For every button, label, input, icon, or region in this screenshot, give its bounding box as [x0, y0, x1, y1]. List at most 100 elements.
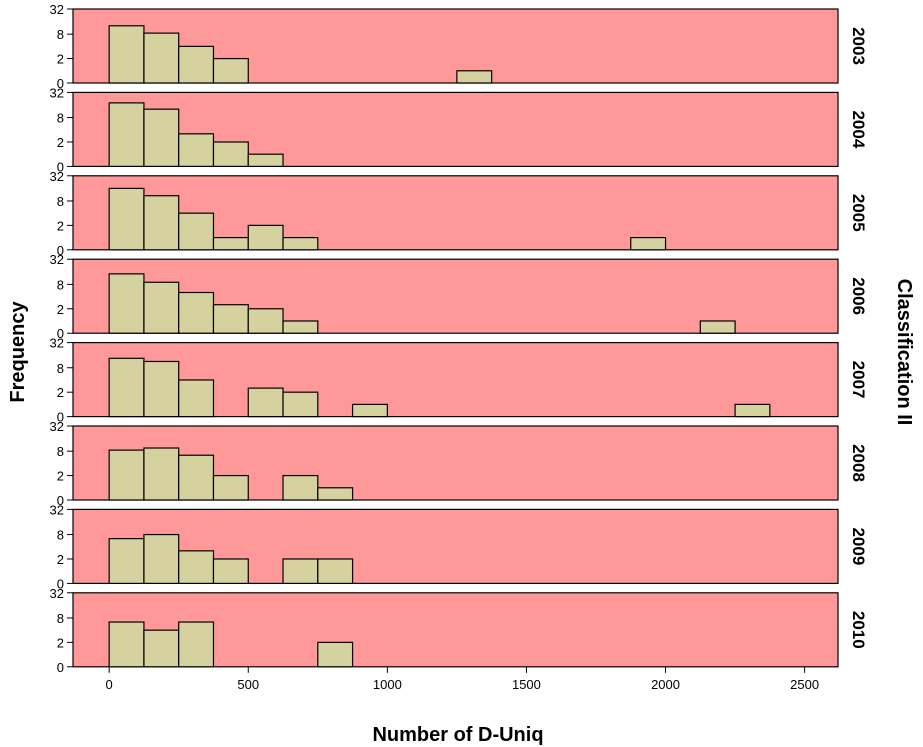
histogram-bar [212, 141, 249, 167]
y-tick-label: 8 [57, 528, 64, 543]
histogram-bar [108, 25, 145, 84]
panel-2003: 0 2 8 32 2003 [50, 2, 868, 91]
panel-2004: 0 2 8 32 2004 [50, 85, 868, 174]
histogram-bar [282, 558, 319, 584]
y-tick-label: 2 [57, 302, 64, 317]
histogram-bar [317, 487, 354, 501]
histogram-bar [282, 474, 319, 501]
histogram-bar [212, 558, 249, 584]
histogram-bar [699, 320, 736, 334]
x-tick-label: 1500 [512, 677, 541, 692]
y-tick-label: 0 [57, 159, 64, 174]
y-tick-label: 0 [57, 410, 64, 425]
histogram-bar [734, 403, 771, 418]
histogram-bar [143, 195, 180, 251]
histogram-bar [247, 387, 284, 418]
y-tick-label: 8 [57, 194, 64, 209]
y-tick-label: 32 [50, 85, 64, 100]
y-tick-label: 2 [57, 385, 64, 400]
histogram-bar [247, 224, 284, 251]
histogram-bar [456, 70, 493, 84]
histogram-bar [282, 236, 319, 251]
histogram-bar [212, 304, 249, 334]
y-tick-label: 8 [57, 111, 64, 126]
y-tick-label: 0 [57, 326, 64, 341]
histogram-bar [178, 621, 215, 668]
y-tick-label: 2 [57, 135, 64, 150]
y-tick-label: 2 [57, 469, 64, 484]
y-tick-label: 32 [50, 419, 64, 434]
histogram-bar [143, 108, 180, 167]
histogram-bar [108, 102, 145, 167]
histogram-bar [247, 308, 284, 334]
y-tick-label: 32 [50, 336, 64, 351]
histogram-bar [212, 474, 249, 501]
panel-label: 2006 [849, 277, 868, 315]
panel-2008: 0 2 8 32 2008 [50, 419, 868, 508]
facet-axis-title: Classification II [893, 279, 915, 426]
histogram-bar [143, 32, 180, 84]
y-tick-label: 8 [57, 611, 64, 626]
panel-label: 2003 [849, 27, 868, 65]
panel-2005: 0 2 8 32 2005 [50, 169, 868, 258]
histogram-bar [143, 629, 180, 668]
y-tick-label: 32 [50, 2, 64, 17]
histogram-bar [178, 291, 215, 334]
panel-label: 2010 [849, 611, 868, 649]
y-tick-label: 8 [57, 277, 64, 292]
y-tick-label: 32 [50, 586, 64, 601]
panels-layer: 0 2 8 32 2003 0 2 8 32 2004 0 2 8 32 2005 0 2 8 32 2006 0 2 8 3… [50, 2, 868, 675]
y-tick-label: 0 [57, 76, 64, 91]
histogram-bar [178, 550, 215, 585]
histogram-bar [108, 621, 145, 668]
histogram-bar [108, 357, 145, 418]
histogram-bar [212, 57, 249, 84]
x-tick-label: 500 [237, 677, 259, 692]
histogram-bar [143, 447, 180, 501]
panel-label: 2009 [849, 527, 868, 565]
histogram-bar [351, 403, 388, 418]
panel-label: 2007 [849, 361, 868, 399]
y-tick-label: 32 [50, 502, 64, 517]
panel-2006: 0 2 8 32 2006 [50, 252, 868, 341]
y-axis-title: Frequency [7, 301, 29, 403]
histogram-bar [143, 360, 180, 418]
histogram-bar [143, 281, 180, 334]
histogram-bar [178, 379, 215, 418]
histogram-bar [108, 538, 145, 585]
histogram-bar [178, 454, 215, 501]
y-tick-label: 2 [57, 52, 64, 67]
histogram-bar [212, 236, 249, 251]
x-tick-label: 2500 [790, 677, 819, 692]
x-axis: 0 500 1000 1500 2000 2500 [106, 666, 819, 692]
panel-2010: 0 2 8 32 2010 [50, 586, 868, 675]
histogram-bar [108, 449, 145, 501]
x-axis-title: Number of D-Uniq [372, 724, 543, 746]
histogram-bar [317, 558, 354, 584]
histogram-bar [178, 212, 215, 251]
y-tick-label: 0 [57, 493, 64, 508]
histogram-bar [178, 45, 215, 84]
histogram-bar [282, 391, 319, 418]
y-tick-label: 0 [57, 660, 64, 675]
x-tick-label: 2000 [651, 677, 680, 692]
y-tick-label: 8 [57, 444, 64, 459]
panel-label: 2004 [849, 110, 868, 148]
y-tick-label: 0 [57, 243, 64, 258]
y-tick-label: 0 [57, 576, 64, 591]
y-tick-label: 32 [50, 169, 64, 184]
panel-label: 2005 [849, 194, 868, 232]
histogram-bar [108, 187, 145, 251]
x-tick-label: 0 [106, 677, 113, 692]
x-tick-label: 1000 [373, 677, 402, 692]
histogram-bar [143, 533, 180, 584]
y-tick-label: 8 [57, 27, 64, 42]
y-tick-label: 8 [57, 361, 64, 376]
histogram-bar [108, 273, 145, 334]
histogram-bar [247, 153, 284, 168]
panel-label: 2008 [849, 444, 868, 482]
y-tick-label: 2 [57, 218, 64, 233]
panel-2007: 0 2 8 32 2007 [50, 336, 868, 425]
